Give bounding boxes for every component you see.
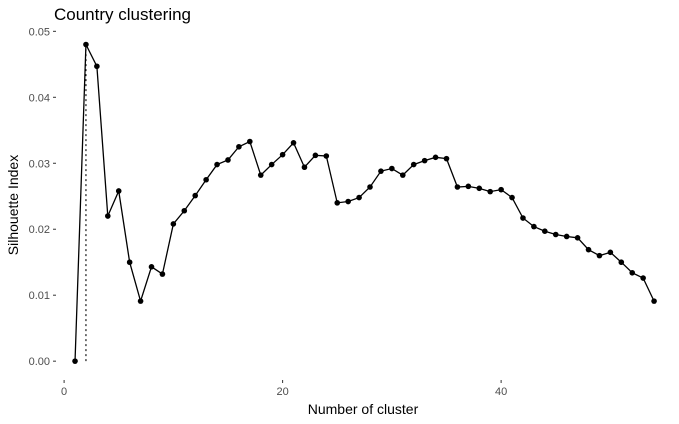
data-point (389, 165, 395, 172)
data-point (552, 231, 559, 238)
data-point (159, 271, 166, 277)
y-axis: 0.00 0.01 0.02 0.03 0.04 0.05 (29, 26, 56, 368)
data-point (257, 172, 264, 178)
data-point (378, 168, 384, 174)
data-point (203, 176, 209, 183)
data-point (410, 161, 417, 168)
data-point (334, 200, 341, 206)
x-axis-title: Number of cluster (308, 401, 419, 417)
data-point (531, 223, 537, 230)
data-point (563, 233, 570, 240)
data-point (574, 235, 581, 241)
data-point (247, 138, 253, 145)
data-point (72, 358, 78, 364)
x-tick-label: 40 (495, 386, 507, 398)
series-line (74, 44, 655, 362)
data-point (509, 194, 515, 201)
data-point (629, 269, 636, 276)
data-point (323, 153, 330, 159)
data-point (214, 161, 220, 168)
y-tick-label: 0.01 (29, 290, 50, 302)
data-point (585, 246, 592, 253)
data-point (443, 155, 450, 162)
data-point (421, 157, 428, 164)
data-point (367, 184, 373, 190)
data-point (596, 252, 603, 259)
data-point (290, 140, 297, 146)
data-point (115, 188, 122, 194)
data-point (268, 161, 275, 168)
x-axis: 0 20 40 (61, 380, 507, 398)
data-point (148, 264, 155, 270)
data-point (520, 215, 526, 221)
data-point (225, 157, 231, 163)
data-point (432, 154, 439, 161)
data-point (345, 198, 351, 205)
data-point (640, 275, 646, 281)
data-point (487, 188, 493, 195)
data-point (618, 259, 625, 266)
chart-title: Country clustering (54, 5, 191, 24)
y-tick-label: 0.05 (29, 26, 50, 38)
data-point (454, 184, 461, 190)
data-point (651, 298, 657, 304)
data-point (137, 298, 144, 304)
data-point (607, 249, 614, 256)
data-point (170, 221, 177, 227)
data-point (236, 143, 242, 150)
data-point (542, 228, 548, 235)
data-point (192, 192, 199, 199)
y-tick-label: 0.04 (29, 92, 50, 104)
data-point (312, 152, 319, 159)
data-point (126, 259, 133, 266)
data-point (399, 172, 406, 178)
y-tick-label: 0.03 (29, 158, 50, 170)
data-point (181, 207, 188, 214)
data-point (279, 151, 286, 158)
y-axis-title: Silhouette Index (5, 155, 21, 255)
data-point (301, 164, 308, 171)
y-tick-label: 0.02 (29, 224, 50, 236)
data-points (72, 41, 657, 364)
data-point (498, 186, 504, 193)
data-point (476, 185, 483, 192)
x-tick-label: 20 (276, 386, 288, 398)
x-tick-label: 0 (61, 386, 67, 398)
data-point (83, 41, 89, 48)
y-tick-label: 0.00 (29, 356, 50, 368)
data-point (105, 213, 111, 219)
data-point (465, 183, 472, 190)
data-point (356, 194, 362, 201)
data-point (94, 63, 100, 70)
